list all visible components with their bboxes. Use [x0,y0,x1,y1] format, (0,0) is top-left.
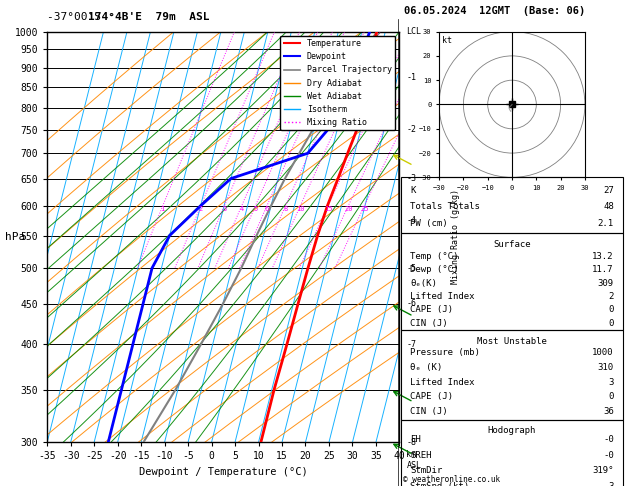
Text: -3: -3 [406,174,416,183]
Text: 0: 0 [608,392,614,401]
Text: EH: EH [410,435,421,445]
Text: -4: -4 [406,216,416,225]
Text: Lifted Index: Lifted Index [410,378,475,387]
Text: StmSpd (kt): StmSpd (kt) [410,482,469,486]
Text: CAPE (J): CAPE (J) [410,305,453,314]
Text: km
ASL: km ASL [406,451,421,470]
Legend: Temperature, Dewpoint, Parcel Trajectory, Dry Adiabat, Wet Adiabat, Isotherm, Mi: Temperature, Dewpoint, Parcel Trajectory… [281,36,395,130]
Text: 3: 3 [608,482,614,486]
Text: 25: 25 [360,206,369,212]
Text: © weatheronline.co.uk: © weatheronline.co.uk [403,474,499,484]
Text: -37°00'S: -37°00'S [47,12,114,22]
Text: Most Unstable: Most Unstable [477,337,547,346]
Text: -5: -5 [406,263,416,273]
Text: Dewp (°C): Dewp (°C) [410,265,459,275]
Text: -0: -0 [603,435,614,445]
Text: 06.05.2024  12GMT  (Base: 06): 06.05.2024 12GMT (Base: 06) [404,5,586,16]
Text: Mixing Ratio (g/kg): Mixing Ratio (g/kg) [451,190,460,284]
Text: 27: 27 [603,186,614,195]
Text: hPa: hPa [6,232,26,242]
Text: 48: 48 [603,202,614,211]
Text: θₑ(K): θₑ(K) [410,278,437,288]
Text: PW (cm): PW (cm) [410,219,448,227]
Text: 2: 2 [199,206,203,212]
Text: CIN (J): CIN (J) [410,318,448,328]
Text: 3: 3 [608,378,614,387]
Text: 4: 4 [240,206,244,212]
Text: Hodograph: Hodograph [488,426,536,434]
Text: 20: 20 [344,206,352,212]
Text: 10: 10 [296,206,304,212]
Text: 2.1: 2.1 [598,219,614,227]
Text: SREH: SREH [410,451,431,460]
Text: kt: kt [442,36,452,45]
Text: Pressure (mb): Pressure (mb) [410,348,480,357]
Text: 174°4B'E  79m  ASL: 174°4B'E 79m ASL [88,12,209,22]
Text: -8: -8 [406,438,416,447]
Text: -7: -7 [406,340,416,348]
Text: 15: 15 [324,206,332,212]
Text: 36: 36 [603,407,614,416]
Text: 11.7: 11.7 [593,265,614,275]
Text: θₑ (K): θₑ (K) [410,363,442,372]
Text: -0: -0 [603,451,614,460]
Text: Lifted Index: Lifted Index [410,292,475,301]
Text: 6: 6 [265,206,269,212]
Text: CIN (J): CIN (J) [410,407,448,416]
Text: CAPE (J): CAPE (J) [410,392,453,401]
Text: Surface: Surface [493,240,531,249]
Text: 2: 2 [608,292,614,301]
Text: Totals Totals: Totals Totals [410,202,480,211]
Text: -2: -2 [406,125,416,134]
Text: 13.2: 13.2 [593,252,614,261]
Text: 0: 0 [608,305,614,314]
Text: K: K [410,186,416,195]
Text: 1000: 1000 [593,348,614,357]
Text: 310: 310 [598,363,614,372]
Text: 8: 8 [283,206,287,212]
Text: 309: 309 [598,278,614,288]
Text: -1: -1 [406,72,416,82]
Text: -6: -6 [406,299,416,309]
Text: 3: 3 [222,206,226,212]
Text: 319°: 319° [593,467,614,475]
Text: StmDir: StmDir [410,467,442,475]
Text: 1: 1 [160,206,165,212]
Text: Temp (°C): Temp (°C) [410,252,459,261]
Text: LCL: LCL [406,27,421,36]
X-axis label: Dewpoint / Temperature (°C): Dewpoint / Temperature (°C) [139,467,308,477]
Text: 5: 5 [253,206,257,212]
Text: 0: 0 [608,318,614,328]
